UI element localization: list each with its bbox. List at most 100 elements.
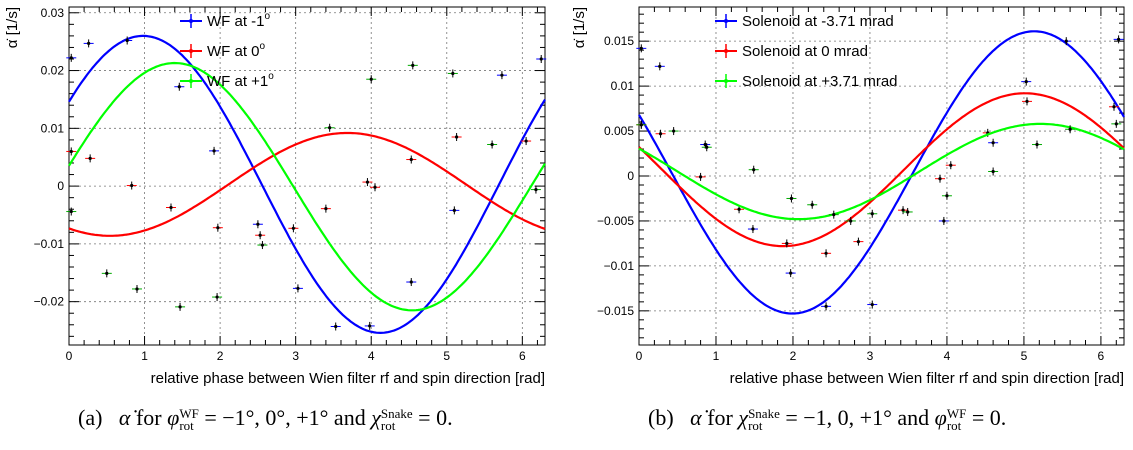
panel-b-series-3-point xyxy=(810,203,814,207)
panel-b-series-1-fit-line xyxy=(638,30,1125,315)
panel-a-series-1-point xyxy=(69,56,73,60)
panel-a-series-3-point xyxy=(490,142,494,147)
panel-a-series-1-point xyxy=(500,73,504,77)
panel-a-series-1-point xyxy=(368,324,372,328)
panel-a-series-1-point xyxy=(296,286,300,290)
panel-b-series-1-point xyxy=(824,304,828,308)
panel-a-series-3-point xyxy=(135,287,139,291)
panel-b-ytick-label: 0.015 xyxy=(604,34,634,48)
panel-b-series-2-point xyxy=(856,240,861,244)
caption-b-label: (b) xyxy=(648,405,674,430)
panel-a-series-2-point xyxy=(455,135,459,139)
panel-b-ytick-label: −0.015 xyxy=(597,304,634,318)
panel-a-xtick-label: 5 xyxy=(443,349,450,363)
panel-a-series-1-point xyxy=(212,149,216,153)
panel-a-xtick-label: 3 xyxy=(292,349,299,363)
panel-a-series-2-legend-marker xyxy=(189,49,193,53)
panel-b-series-1-legend-marker xyxy=(724,19,728,23)
panel-b-ytick-label: −0.01 xyxy=(604,259,635,273)
panel-b-series-2-point xyxy=(938,177,942,181)
panel-b-series-2-point xyxy=(949,163,953,167)
panel-b-series-3-point xyxy=(705,145,709,149)
panel-b-series-1-point xyxy=(942,219,946,223)
caption-a: (a) α̇ for φ WF rot = −1°, 0°, +1° and χ Sn… xyxy=(78,405,453,432)
caption-b-for: for xyxy=(707,405,733,430)
panel-a-series-2-point xyxy=(365,180,370,184)
panel-b-series-3-point xyxy=(849,219,853,223)
panel-b-xtick-label: 6 xyxy=(1098,349,1105,363)
panel-a-series-2-point xyxy=(216,226,220,230)
panel-a-xtick-label: 6 xyxy=(519,349,526,363)
panel-a-series-3-point xyxy=(260,243,265,247)
panel-a-series-2-legend-text: WF at 0o xyxy=(207,41,266,60)
panel-a-ylabel: α̇ [1/s] xyxy=(4,7,21,48)
panel-a-series-2-point xyxy=(169,205,173,210)
panel-a-series-3-legend-text: WF at +1o xyxy=(207,71,274,90)
panel-a-series-2-point xyxy=(291,226,295,230)
panel-b-series-3-point xyxy=(1068,127,1072,131)
panel-a-series-1-point xyxy=(125,38,129,43)
panel-a-series-1-point xyxy=(539,57,543,61)
panel-a-series-1-point xyxy=(409,280,413,284)
caption-b-phi: φ xyxy=(934,405,947,430)
panel-b-series-1-point xyxy=(703,142,707,147)
caption-b-phi-sub: rot xyxy=(946,417,962,433)
panel-a-series-1-legend-text: WF at -1o xyxy=(207,11,271,30)
panel-b-series-2-legend-marker xyxy=(724,49,728,53)
panel-a-series-1-legend-marker xyxy=(189,19,193,23)
panel-a-series-1-point xyxy=(87,41,91,46)
panel-b-series-3-legend-text: Solenoid at +3.71 mrad xyxy=(742,73,898,90)
panel-b-series-1-legend-text: Solenoid at -3.71 mrad xyxy=(742,13,894,30)
panel-b-xtick-label: 2 xyxy=(790,349,797,363)
panel-a-series-1-fit-line xyxy=(68,34,546,335)
panel-a-series-3-point xyxy=(411,63,415,67)
panel-b-series-2-point xyxy=(658,132,663,136)
panel-b-series-1-point xyxy=(1024,80,1028,84)
panel-b-series-1-point xyxy=(1117,37,1121,41)
caption-a-phi-sub: rot xyxy=(179,417,194,433)
panel-a-xtick-label: 1 xyxy=(141,349,148,363)
panel-a-series-2-point xyxy=(409,157,413,162)
panel-a-xtick-label: 0 xyxy=(66,349,73,363)
panel-b-series-2-point xyxy=(698,175,703,179)
panel-b-series-2-point xyxy=(1112,105,1116,109)
panel-a-ytick-label: −0.01 xyxy=(34,237,65,251)
caption-a-for: for xyxy=(135,405,162,430)
panel-b-series-3-point xyxy=(672,129,676,133)
panel-a-series-2-fit-line xyxy=(68,131,546,237)
panel-b-series-3-fit-line xyxy=(638,122,1125,221)
panel-a-series-3-point xyxy=(328,126,332,130)
panel-b-series-2-point xyxy=(901,208,905,212)
panel-a-series-3-point xyxy=(69,209,73,214)
panel-a-series-2-point xyxy=(524,139,528,143)
caption-b-alpha: α̇ xyxy=(690,405,702,430)
caption-a-values: = −1°, 0°, +1° and xyxy=(204,405,366,430)
panel-a-series-3-point xyxy=(534,187,538,192)
panel-a-series-3-point xyxy=(178,305,182,309)
panel-b-xtick-label: 1 xyxy=(713,349,720,363)
panel-b-series-3-point xyxy=(906,210,910,214)
panel-a-ytick-label: 0.02 xyxy=(41,64,65,78)
panel-b-series-1-point xyxy=(1064,39,1068,43)
panel-b-series-3-point xyxy=(991,169,995,174)
panel-b-series-1-point xyxy=(639,46,643,50)
panel-a-ytick-label: 0.01 xyxy=(41,121,65,135)
panel-b-frame xyxy=(638,6,1125,346)
panel-b-ytick-label: 0 xyxy=(627,169,634,183)
panel-b-series-3-point xyxy=(1035,142,1039,147)
caption-b-phi-sup: WF xyxy=(946,405,967,421)
caption-a-chi-sub: rot xyxy=(380,417,396,433)
panel-a-series-1-point xyxy=(334,324,338,329)
panel-a-series-3-point xyxy=(369,77,373,81)
panel-a-series-3-point xyxy=(451,71,455,76)
panel-a-series-2-point xyxy=(130,183,134,188)
panel-a-series-3-point xyxy=(105,271,109,275)
panel-b-xtick-label: 0 xyxy=(636,349,643,363)
caption-b-chi-sub: rot xyxy=(748,417,763,433)
panel-a-series-1-point xyxy=(452,208,456,212)
panel-b-ytick-label: 0.005 xyxy=(604,124,634,138)
caption-a-tail: = 0. xyxy=(418,405,453,430)
panel-b-series-2-point xyxy=(824,251,828,255)
panel-b-series-2-fit-line xyxy=(638,92,1125,248)
panel-b-series-1-point xyxy=(789,271,793,275)
